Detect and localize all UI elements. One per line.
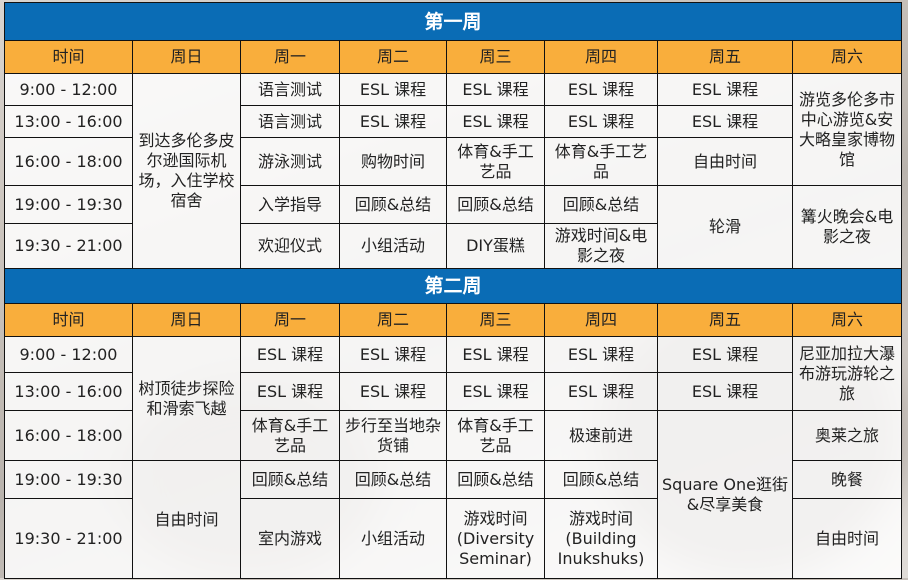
schedule-row: 9:00 - 12:00 树顶徒步探险和滑索飞越 ESL 课程 ESL 课程 ESL 课… (4, 336, 903, 461)
time-slot: 19:30 - 21:00 (4, 223, 133, 269)
activity-cell: ESL 课程 (544, 73, 658, 106)
schedule-row: 13:00 - 16:00 ESL 课程 ESL 课程 ESL 课程 ESL 课程 ESL… (4, 372, 902, 411)
activity-cell: 晚餐 (791, 460, 903, 499)
activity-cell: 自由时间 (132, 460, 241, 579)
column-header: 周六 (791, 40, 903, 74)
activity-cell: 自由时间 (657, 137, 793, 186)
activity-cell: 回顾&总结 (339, 460, 447, 499)
schedule-row: 19:30 - 21:00 欢迎仪式 小组活动 DIY蛋糕 游戏时间&电影之夜 (4, 223, 902, 269)
column-header: 周日 (132, 303, 241, 337)
activity-cell: ESL 课程 (446, 372, 545, 411)
schedule-row: 16:00 - 18:00 游泳测试 购物时间 体育&手工艺品 体育&手工艺品 自由时间 (4, 137, 902, 186)
activity-cell: ESL 课程 (657, 336, 793, 373)
time-slot: 16:00 - 18:00 (4, 410, 133, 461)
week-title: 第二周 (3, 268, 903, 304)
activity-cell: 回顾&总结 (544, 460, 658, 499)
activity-cell: 回顾&总结 (446, 460, 545, 499)
activity-cell: 尼亚加拉大瀑布游玩游轮之旅 (791, 336, 903, 411)
activity-cell: ESL 课程 (657, 73, 793, 106)
activity-cell: 入学指导 (240, 185, 340, 224)
activity-cell: 小组活动 (339, 498, 447, 579)
column-header: 时间 (4, 303, 133, 337)
activity-cell: 购物时间 (339, 137, 447, 186)
activity-cell: 回顾&总结 (339, 185, 447, 224)
activity-cell: ESL 课程 (544, 336, 658, 373)
activity-cell: 篝火晚会&电影之夜 (791, 185, 903, 269)
activity-cell: 室内游戏 (240, 498, 340, 579)
activity-cell: 到达多伦多皮尔逊国际机场，入住学校宿舍 (132, 73, 241, 269)
activity-cell: 语言测试 (240, 73, 340, 106)
activity-cell: 游戏时间&电影之夜 (544, 223, 658, 269)
activity-cell: ESL 课程 (544, 105, 658, 138)
schedule-row: 16:00 - 18:00 体育&手工艺品 步行至当地杂货铺 体育&手工艺品 极速前进 S… (4, 410, 903, 579)
activity-cell: ESL 课程 (446, 336, 545, 373)
activity-cell: 体育&手工艺品 (446, 410, 545, 461)
activity-cell: ESL 课程 (657, 372, 793, 411)
column-header: 周五 (657, 303, 793, 337)
activity-cell: 游览多伦多市中心游览&安大略皇家博物馆 (791, 73, 903, 186)
activity-cell: 体育&手工艺品 (240, 410, 340, 461)
schedule-row: 13:00 - 16:00 语言测试 ESL 课程 ESL 课程 ESL 课程 ESL 课… (4, 105, 902, 138)
column-header: 周四 (544, 303, 658, 337)
activity-cell: 欢迎仪式 (240, 223, 340, 269)
activity-cell: 回顾&总结 (446, 185, 545, 224)
time-slot: 16:00 - 18:00 (4, 137, 133, 186)
activity-cell: 步行至当地杂货铺 (339, 410, 447, 461)
activity-cell: 游泳测试 (240, 137, 340, 186)
column-header: 周二 (339, 40, 447, 74)
column-header: 周二 (339, 303, 447, 337)
schedule-row: 9:00 - 12:00 到达多伦多皮尔逊国际机场，入住学校宿舍 语言测试 ESL 课… (4, 73, 903, 269)
column-header: 周三 (446, 40, 545, 74)
time-slot: 13:00 - 16:00 (4, 105, 133, 138)
activity-cell: 体育&手工艺品 (446, 137, 545, 186)
time-slot: 19:30 - 21:00 (4, 498, 133, 579)
activity-cell: Square One逛街&尽享美食 (657, 410, 793, 579)
activity-cell: 极速前进 (544, 410, 658, 461)
activity-cell: 体育&手工艺品 (544, 137, 658, 186)
activity-cell: 回顾&总结 (240, 460, 340, 499)
time-slot: 13:00 - 16:00 (4, 372, 133, 411)
activity-cell: 语言测试 (240, 105, 340, 138)
activity-cell: 游戏时间 (Building Inukshuks) (544, 498, 658, 579)
time-slot: 9:00 - 12:00 (4, 336, 133, 373)
activity-cell: 回顾&总结 (544, 185, 658, 224)
column-header: 时间 (4, 40, 133, 74)
column-header: 周四 (544, 40, 658, 74)
activity-cell: ESL 课程 (544, 372, 658, 411)
column-header: 周三 (446, 303, 545, 337)
week-title: 第一周 (3, 2, 903, 41)
time-slot: 19:00 - 19:30 (4, 185, 133, 224)
activity-cell: ESL 课程 (240, 336, 340, 373)
activity-cell: 轮滑 (657, 185, 793, 269)
time-slot: 19:00 - 19:30 (4, 460, 133, 499)
activity-cell: ESL 课程 (446, 73, 545, 106)
activity-cell: ESL 课程 (339, 372, 447, 411)
time-slot: 9:00 - 12:00 (4, 73, 133, 106)
activity-cell: 小组活动 (339, 223, 447, 269)
activity-cell: 奥莱之旅 (791, 410, 903, 461)
activity-cell: ESL 课程 (240, 372, 340, 411)
activity-cell: DIY蛋糕 (446, 223, 545, 269)
activity-cell: ESL 课程 (339, 336, 447, 373)
week-1-schedule: 第一周 时间 周日 周一 周二 周三 周四 周五 周六 9:00 - 12:00 到达多伦多皮尔逊国… (3, 2, 903, 269)
activity-cell: ESL 课程 (657, 105, 793, 138)
column-header: 周日 (132, 40, 241, 74)
activity-cell: ESL 课程 (339, 105, 447, 138)
activity-cell: 游戏时间 (Diversity Seminar) (446, 498, 545, 579)
activity-cell: 树顶徒步探险和滑索飞越 (132, 336, 241, 461)
column-header: 周一 (240, 40, 340, 74)
week-2-schedule: 第二周 时间 周日 周一 周二 周三 周四 周五 周六 9:00 - 12:00 树顶徒步探险和滑索… (3, 268, 903, 579)
column-header: 周六 (791, 303, 903, 337)
column-header: 周一 (240, 303, 340, 337)
activity-cell: ESL 课程 (446, 105, 545, 138)
schedule-row: 19:00 - 19:30 入学指导 回顾&总结 回顾&总结 回顾&总结 轮滑 篝火晚会&电… (4, 185, 903, 269)
activity-cell: ESL 课程 (339, 73, 447, 106)
schedule-row: 19:00 - 19:30 自由时间 回顾&总结 回顾&总结 回顾&总结 回顾&总结 晚餐 (4, 460, 903, 579)
activity-cell: 自由时间 (791, 498, 903, 579)
column-header: 周五 (657, 40, 793, 74)
schedule-row: 19:30 - 21:00 室内游戏 小组活动 游戏时间 (Diversity Sem… (4, 498, 903, 579)
